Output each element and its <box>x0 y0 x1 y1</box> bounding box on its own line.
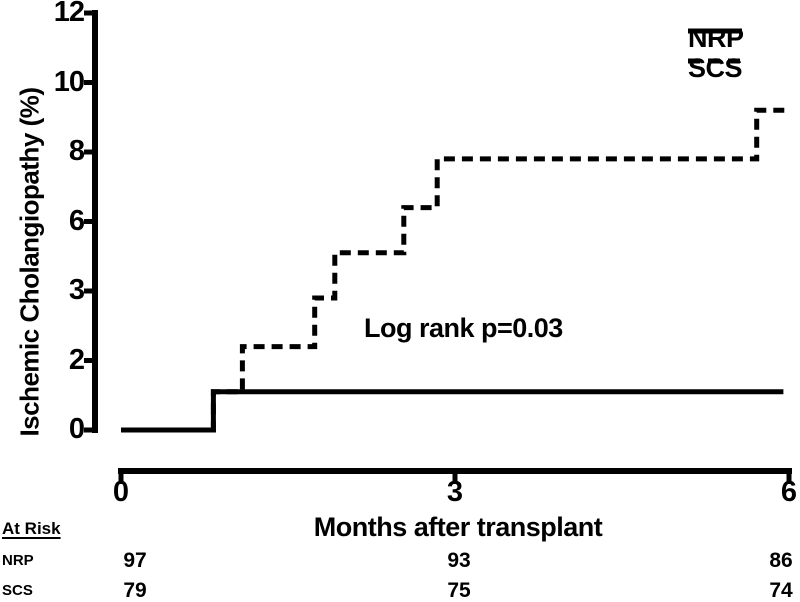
at-risk-row-label-scs: SCS <box>2 582 33 599</box>
y-tick-label-0: 0 <box>68 412 85 445</box>
x-axis-title: Months after transplant <box>313 512 603 542</box>
y-tick-label-6: 6 <box>68 204 85 237</box>
legend-label-nrp: NRP <box>688 22 744 53</box>
at-risk-scs-month6: 74 <box>769 579 793 602</box>
at-risk-scs-month3: 75 <box>447 579 471 602</box>
log-rank-annotation: Log rank p=0.03 <box>364 313 563 343</box>
at-risk-nrp-month6: 86 <box>769 549 793 572</box>
x-tick-label-3: 3 <box>446 476 464 508</box>
scs-series-line <box>121 107 786 433</box>
nrp-solid-line-sample <box>688 28 742 34</box>
y-tick-label-3: 3 <box>68 273 85 306</box>
legend-label-scs: SCS <box>688 52 743 83</box>
y-axis-title: Ischemic Cholangiopathy (%) <box>14 87 45 437</box>
scs-dashed-line-sample <box>688 58 742 64</box>
nrp-series-line <box>121 389 784 433</box>
at-risk-scs-month0: 79 <box>123 579 147 602</box>
y-tick-label-8: 8 <box>68 134 85 167</box>
x-tick-label-0: 0 <box>112 476 130 508</box>
x-axis-ticks <box>118 471 792 484</box>
at-risk-header: At Risk <box>2 519 61 538</box>
at-risk-nrp-month3: 93 <box>447 549 471 572</box>
legend-entry-nrp: NRP <box>688 23 744 53</box>
y-axis-ticks <box>84 10 95 433</box>
x-tick-label-6: 6 <box>780 476 798 508</box>
y-tick-label-10: 10 <box>53 65 85 98</box>
at-risk-row-label-nrp: NRP <box>2 552 34 569</box>
y-tick-label-12: 12 <box>53 0 85 28</box>
legend-entry-scs: SCS <box>688 53 743 83</box>
y-tick-label-2: 2 <box>68 343 85 376</box>
at-risk-nrp-month0: 97 <box>123 549 147 572</box>
